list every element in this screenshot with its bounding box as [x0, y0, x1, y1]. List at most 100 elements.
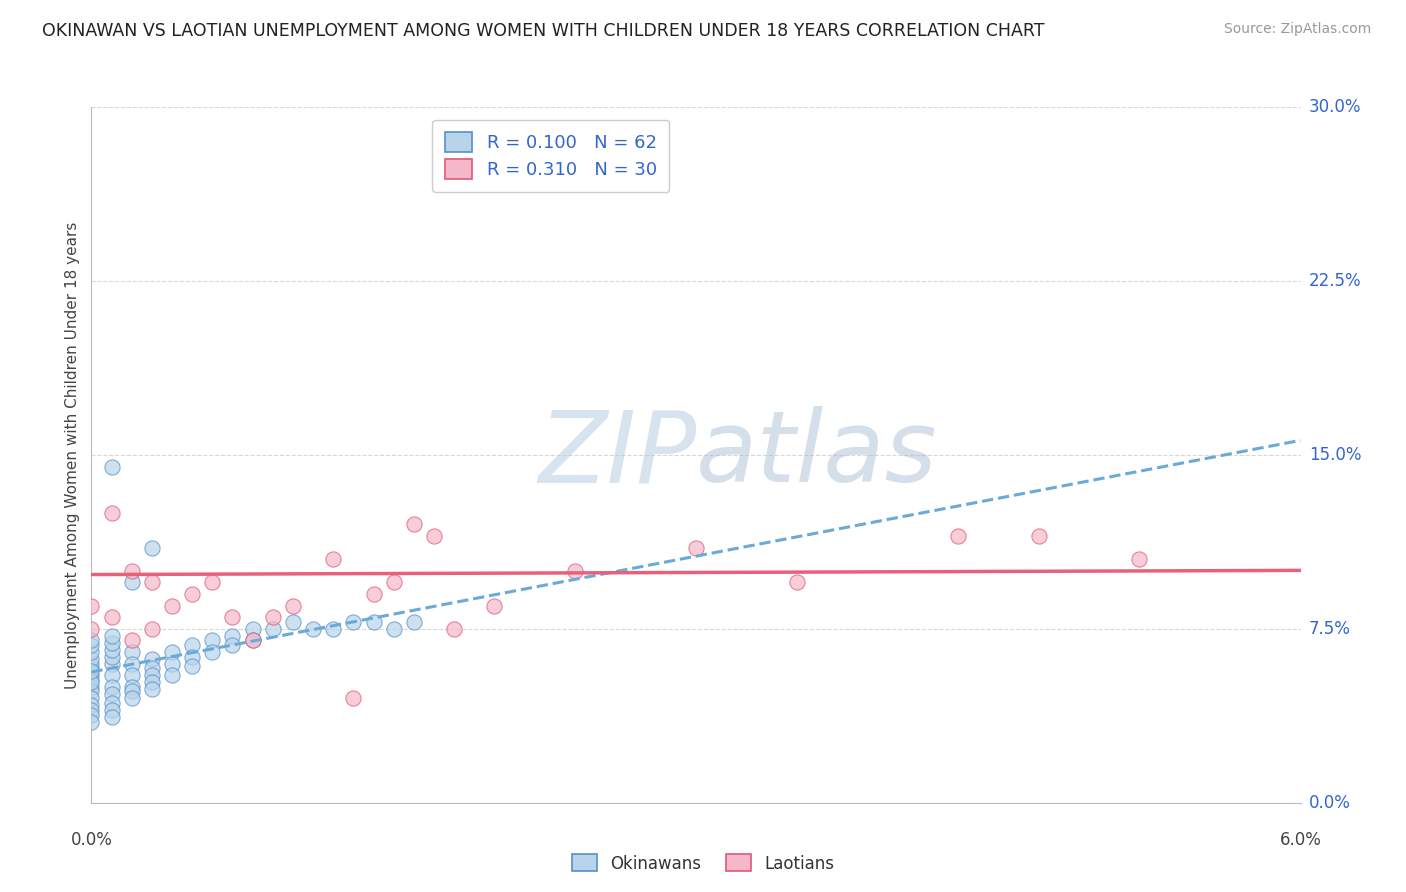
Legend: R = 0.100   N = 62, R = 0.310   N = 30: R = 0.100 N = 62, R = 0.310 N = 30 — [433, 120, 669, 192]
Point — [221, 629, 243, 643]
Point — [80, 622, 103, 636]
Point — [221, 610, 243, 624]
Point — [100, 710, 122, 724]
Point — [121, 564, 143, 578]
Point — [402, 615, 425, 629]
Point — [141, 675, 163, 690]
Point — [242, 622, 264, 636]
Point — [80, 645, 103, 659]
Text: OKINAWAN VS LAOTIAN UNEMPLOYMENT AMONG WOMEN WITH CHILDREN UNDER 18 YEARS CORREL: OKINAWAN VS LAOTIAN UNEMPLOYMENT AMONG W… — [42, 22, 1045, 40]
Point — [443, 622, 465, 636]
Point — [160, 657, 183, 671]
Point — [141, 682, 163, 697]
Point — [423, 529, 446, 543]
Point — [80, 599, 103, 613]
Point — [685, 541, 707, 555]
Point — [262, 622, 284, 636]
Text: 7.5%: 7.5% — [1309, 620, 1351, 638]
Point — [80, 691, 103, 706]
Point — [80, 88, 103, 103]
Point — [363, 615, 385, 629]
Point — [141, 622, 163, 636]
Point — [302, 622, 325, 636]
Point — [342, 615, 364, 629]
Point — [100, 506, 122, 520]
Text: Source: ZipAtlas.com: Source: ZipAtlas.com — [1223, 22, 1371, 37]
Point — [80, 675, 103, 690]
Point — [100, 629, 122, 643]
Point — [181, 587, 204, 601]
Text: 0.0%: 0.0% — [1309, 794, 1351, 812]
Point — [80, 673, 103, 687]
Point — [141, 668, 163, 682]
Text: 22.5%: 22.5% — [1309, 272, 1361, 290]
Point — [181, 659, 204, 673]
Point — [80, 657, 103, 671]
Point — [946, 529, 969, 543]
Point — [100, 642, 122, 657]
Point — [80, 680, 103, 694]
Point — [121, 575, 143, 590]
Point — [100, 636, 122, 650]
Point — [382, 622, 405, 636]
Point — [80, 668, 103, 682]
Legend: Okinawans, Laotians: Okinawans, Laotians — [565, 847, 841, 880]
Point — [141, 652, 163, 666]
Point — [363, 587, 385, 601]
Point — [80, 633, 103, 648]
Text: atlas: atlas — [696, 407, 938, 503]
Point — [100, 680, 122, 694]
Point — [201, 633, 224, 648]
Point — [100, 459, 122, 474]
Point — [221, 638, 243, 652]
Point — [181, 649, 204, 664]
Point — [80, 714, 103, 729]
Point — [121, 668, 143, 682]
Point — [160, 599, 183, 613]
Point — [181, 638, 204, 652]
Point — [121, 691, 143, 706]
Point — [564, 564, 586, 578]
Point — [121, 633, 143, 648]
Point — [100, 649, 122, 664]
Point — [100, 696, 122, 710]
Point — [1128, 552, 1150, 566]
Point — [121, 684, 143, 698]
Point — [80, 707, 103, 722]
Text: ZIP: ZIP — [537, 407, 696, 503]
Point — [322, 622, 344, 636]
Point — [141, 661, 163, 675]
Point — [100, 687, 122, 701]
Point — [100, 657, 122, 671]
Point — [80, 638, 103, 652]
Point — [242, 633, 264, 648]
Point — [121, 657, 143, 671]
Text: 15.0%: 15.0% — [1309, 446, 1361, 464]
Point — [100, 610, 122, 624]
Point — [80, 684, 103, 698]
Point — [242, 633, 264, 648]
Point — [160, 645, 183, 659]
Point — [141, 575, 163, 590]
Point — [80, 661, 103, 675]
Point — [141, 541, 163, 555]
Text: 0.0%: 0.0% — [70, 830, 112, 848]
Point — [402, 517, 425, 532]
Point — [80, 652, 103, 666]
Point — [281, 599, 304, 613]
Text: 30.0%: 30.0% — [1309, 98, 1361, 116]
Text: 6.0%: 6.0% — [1279, 830, 1322, 848]
Point — [201, 575, 224, 590]
Point — [100, 668, 122, 682]
Point — [160, 668, 183, 682]
Point — [80, 698, 103, 713]
Point — [1028, 529, 1050, 543]
Y-axis label: Unemployment Among Women with Children Under 18 years: Unemployment Among Women with Children U… — [65, 221, 80, 689]
Point — [262, 610, 284, 624]
Point — [121, 645, 143, 659]
Point — [100, 703, 122, 717]
Point — [484, 599, 506, 613]
Point — [322, 552, 344, 566]
Point — [80, 664, 103, 678]
Point — [201, 645, 224, 659]
